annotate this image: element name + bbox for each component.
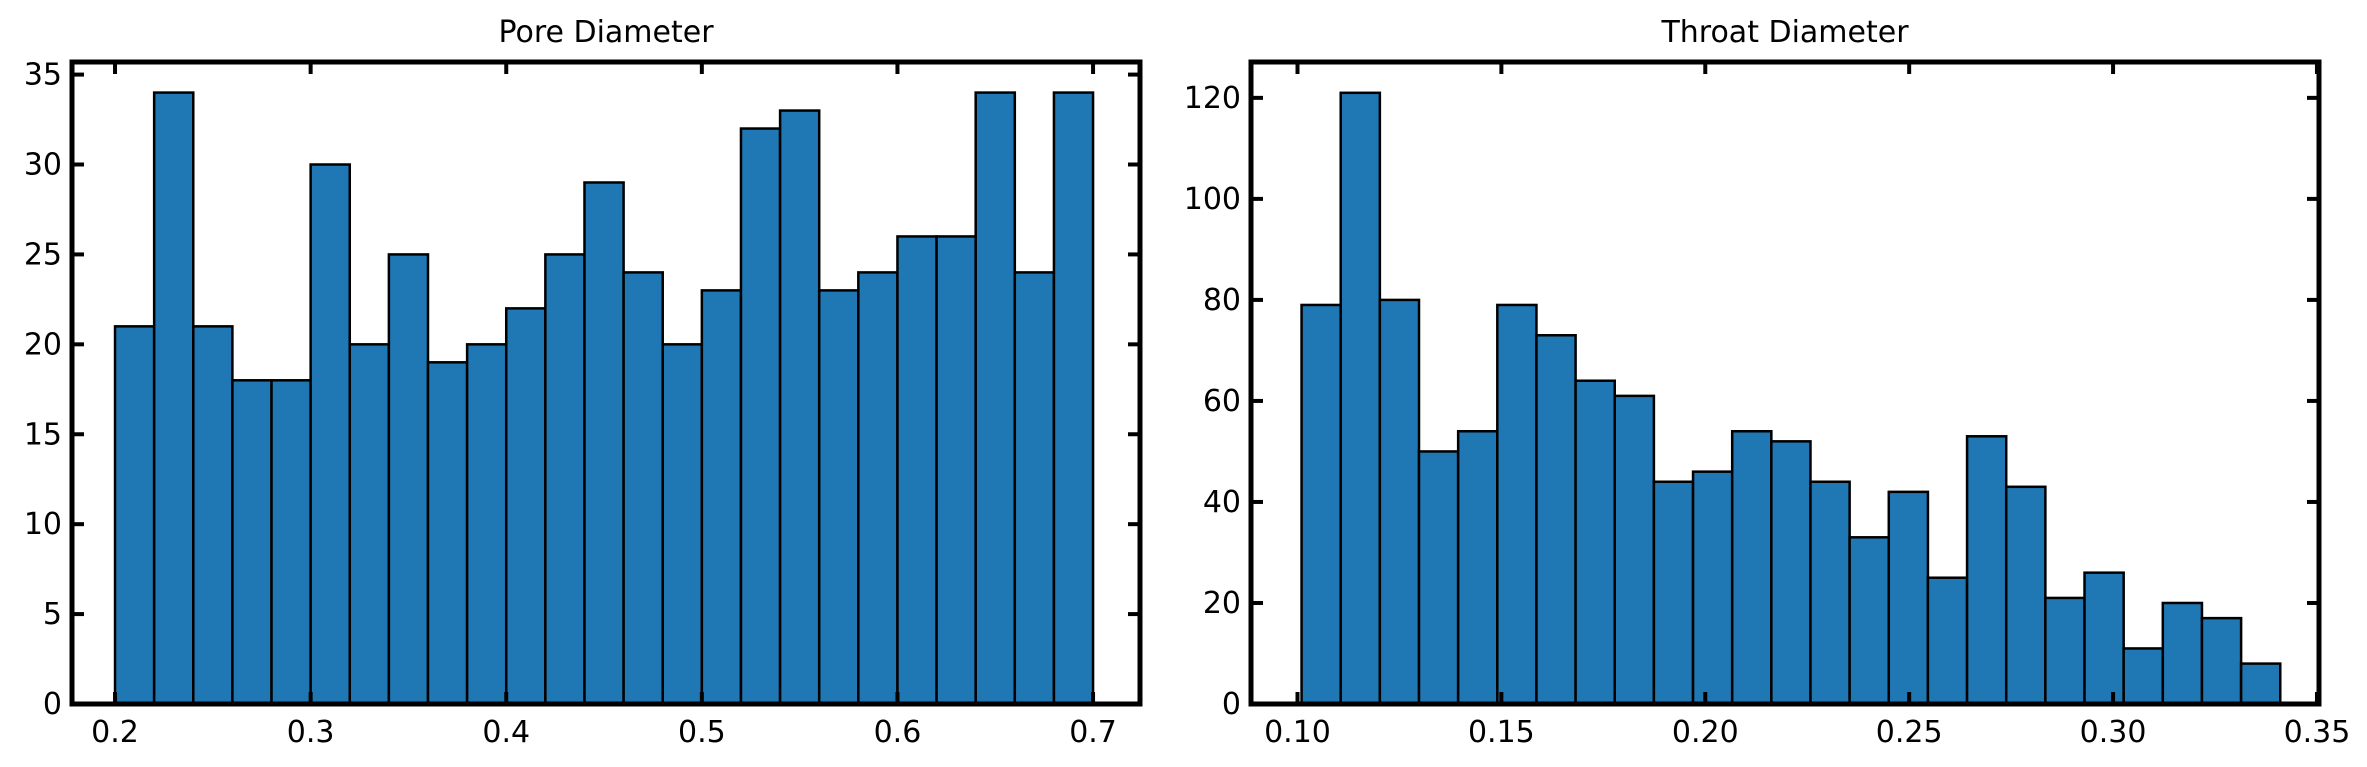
y-tick-label: 35 <box>24 58 62 93</box>
x-tick-label: 0.3 <box>287 715 335 750</box>
y-tick-label: 5 <box>43 597 62 632</box>
y-tick-label: 0 <box>43 687 62 722</box>
x-tick-label: 0.6 <box>874 715 922 750</box>
histogram-bar <box>1456 429 1499 706</box>
histogram-bar <box>426 361 469 706</box>
y-tick-label: 60 <box>1203 384 1241 419</box>
histogram-bar <box>270 379 312 706</box>
chart-title: Throat Diameter <box>1660 15 1909 50</box>
histogram-bar <box>896 235 938 706</box>
x-tick-label: 0.20 <box>1672 715 1739 750</box>
histogram-bar <box>2004 485 2047 706</box>
x-tick-label: 0.2 <box>91 715 139 750</box>
x-tick-label: 0.35 <box>2284 715 2351 750</box>
histogram-bar <box>192 325 234 706</box>
x-tick-label: 0.4 <box>482 715 530 750</box>
histogram-bar <box>2083 571 2125 706</box>
chart-title: Pore Diameter <box>498 15 714 50</box>
histogram-bar <box>739 127 782 706</box>
histogram-bar <box>2044 596 2086 706</box>
histogram-bar <box>504 307 547 706</box>
histogram-bar <box>465 343 508 706</box>
histogram-bar <box>1417 450 1460 706</box>
histogram-bar <box>544 253 586 706</box>
histogram-bar <box>113 325 156 706</box>
x-tick-label: 0.7 <box>1069 715 1117 750</box>
y-tick-label: 30 <box>24 148 62 183</box>
chart-panel-1: 0.2 0.3 0.4 0.5 0.6 0.7 0 5 10 15 20 25 30 35 Pore Dia… <box>24 15 1143 750</box>
histogram-bar <box>1965 435 2008 706</box>
y-tick-label: 10 <box>24 507 62 542</box>
y-tick-label: 15 <box>24 417 62 452</box>
histogram-bar <box>1652 480 1695 706</box>
histogram-bar <box>348 343 391 706</box>
histogram-bar <box>622 271 664 706</box>
histogram-bar <box>152 91 195 706</box>
histogram-bar <box>1052 91 1095 706</box>
histogram-bar <box>1770 440 1812 706</box>
histogram-bar <box>857 271 899 706</box>
histogram-bar <box>1691 470 1734 706</box>
histogram-bar <box>778 109 821 706</box>
y-tick-label: 120 <box>1184 81 1241 116</box>
histogram-bar <box>817 289 860 706</box>
chart-panel-2: 0.10 0.15 0.20 0.25 0.30 0.35 0 20 40 60 80 100 120 T… <box>1184 15 2351 750</box>
plot-frame <box>1248 59 2322 707</box>
histogram-bar <box>661 343 704 706</box>
histogram-bar <box>387 253 430 706</box>
histogram-bar <box>700 289 743 706</box>
histogram-bar <box>935 235 977 706</box>
histogram-bar <box>1848 536 1891 706</box>
x-tick-label: 0.5 <box>678 715 726 750</box>
y-tick-label: 20 <box>24 327 62 362</box>
histogram-bar <box>309 163 352 706</box>
x-tick-label: 0.25 <box>1876 715 1943 750</box>
histogram-bar <box>1926 576 1969 706</box>
y-tick-label: 80 <box>1203 283 1241 318</box>
x-tick-label: 0.30 <box>2080 715 2147 750</box>
histogram-bar <box>2239 662 2282 706</box>
y-tick-label: 40 <box>1203 485 1241 520</box>
histogram-bar <box>1300 303 1342 706</box>
histogram-bar <box>1809 480 1851 706</box>
histogram-bar <box>1378 298 1421 706</box>
histogram-bar <box>2122 647 2165 706</box>
x-tick-label: 0.15 <box>1468 715 1535 750</box>
histogram-bar <box>1013 271 1056 706</box>
y-tick-label: 0 <box>1222 687 1241 722</box>
histogram-bar <box>2161 601 2204 706</box>
y-tick-label: 100 <box>1184 182 1241 217</box>
histogram-bar <box>1339 91 1382 706</box>
x-tick-label: 0.10 <box>1264 715 1331 750</box>
histogram-bar <box>1535 334 1577 706</box>
histogram-bar <box>1496 303 1538 706</box>
histogram-bar <box>1887 490 1930 706</box>
histogram-bar <box>1574 379 1616 706</box>
y-tick-label: 20 <box>1203 586 1241 621</box>
y-tick-label: 25 <box>24 237 62 272</box>
histogram-bar <box>583 181 625 706</box>
histogram-bar <box>1730 429 1773 706</box>
plot-frame <box>69 59 1143 707</box>
histogram-bar <box>2200 616 2243 706</box>
histogram-bar <box>974 91 1017 706</box>
histogram-bar <box>231 379 273 706</box>
histogram-bar <box>1613 394 1656 706</box>
